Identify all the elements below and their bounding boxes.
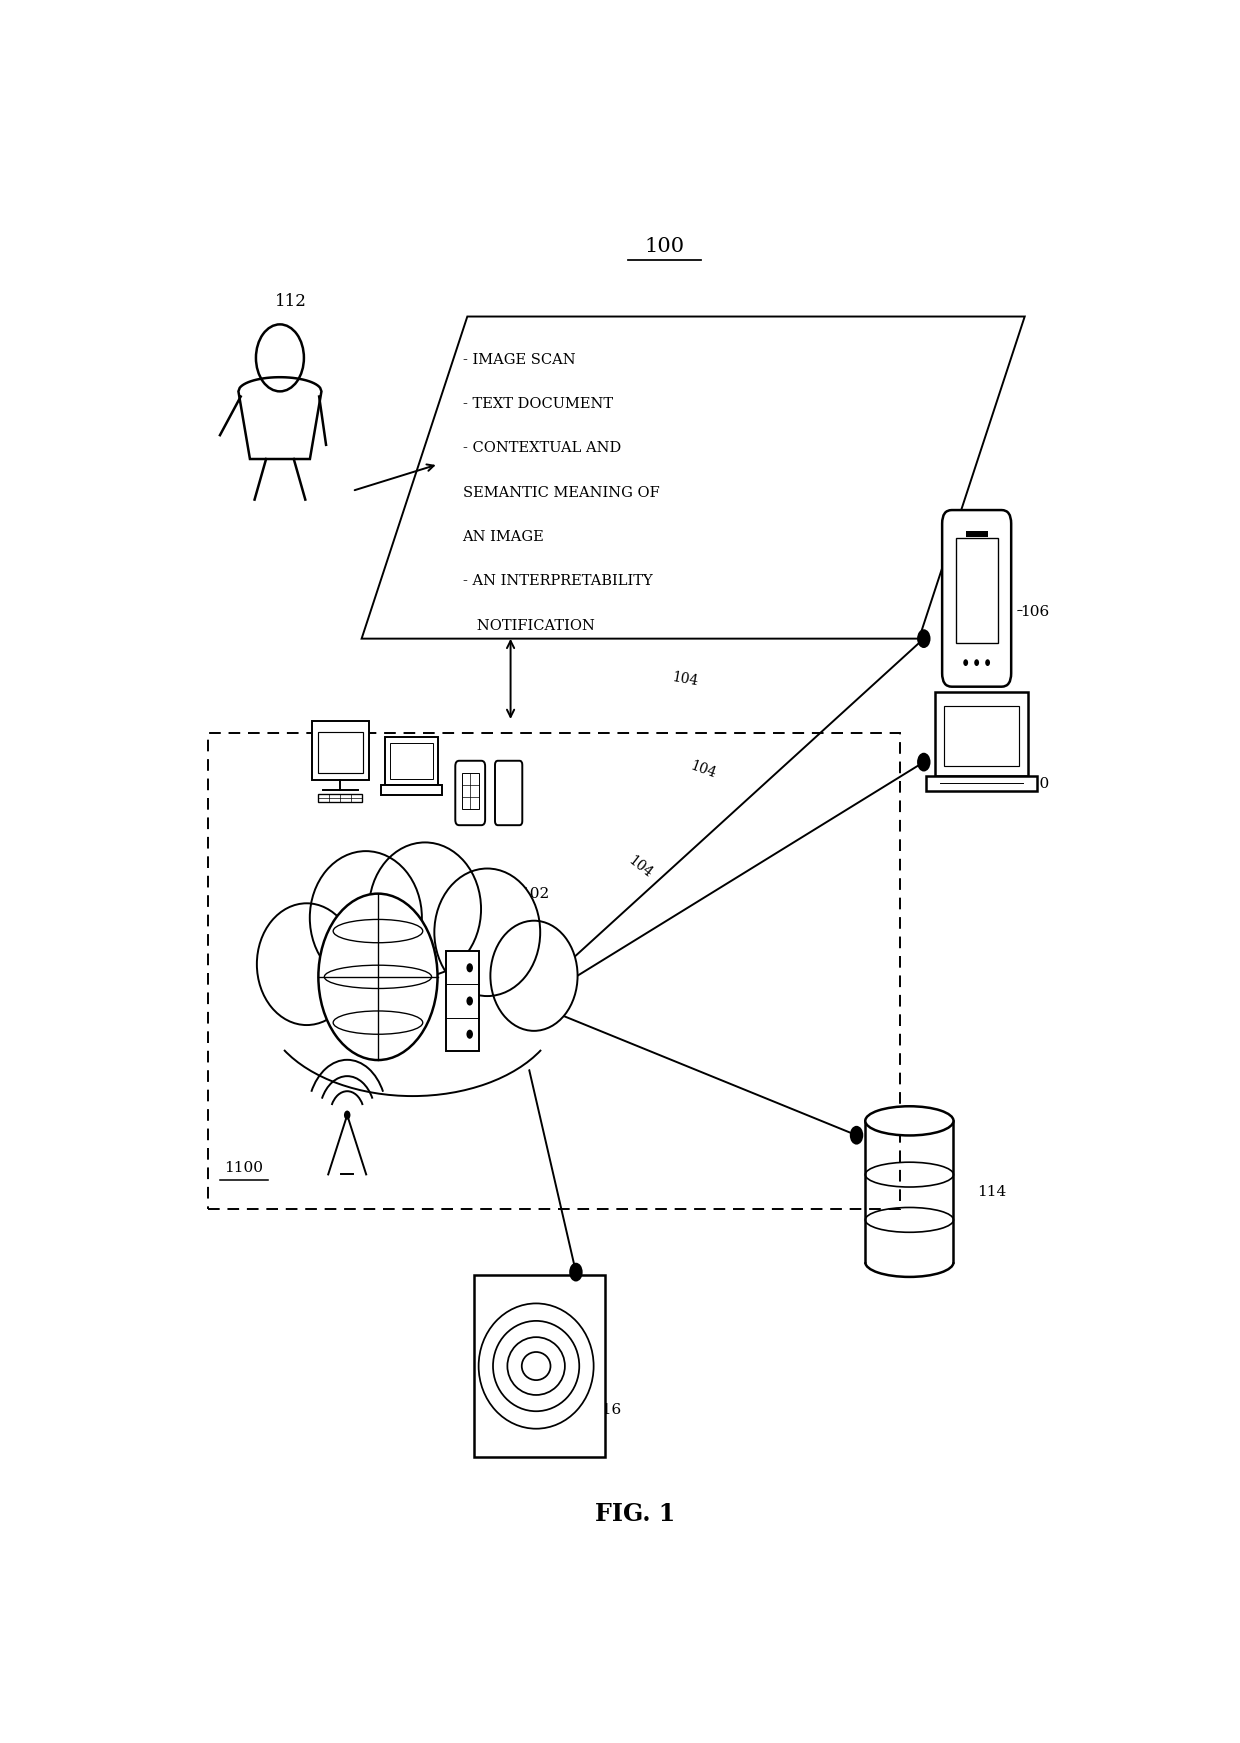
Text: 100: 100 [645, 237, 684, 256]
Circle shape [466, 997, 472, 1006]
Bar [935, 692, 1028, 776]
Ellipse shape [866, 1107, 954, 1135]
FancyBboxPatch shape [495, 760, 522, 824]
Circle shape [986, 659, 990, 666]
Circle shape [466, 1030, 472, 1039]
Circle shape [319, 894, 438, 1060]
Circle shape [975, 659, 980, 666]
Bar [386, 737, 438, 784]
Bar [944, 706, 1019, 765]
Bar [926, 776, 1037, 791]
Text: 106: 106 [1019, 605, 1049, 619]
Bar [319, 732, 363, 772]
Circle shape [343, 1110, 351, 1119]
Circle shape [918, 753, 930, 772]
Text: 104: 104 [511, 894, 537, 926]
Circle shape [963, 659, 968, 666]
Text: 1100: 1100 [224, 1161, 263, 1175]
Bar [389, 743, 433, 779]
Text: 102: 102 [521, 887, 549, 901]
Text: - IMAGE SCAN: - IMAGE SCAN [463, 352, 575, 366]
FancyBboxPatch shape [942, 511, 1011, 687]
Bar [381, 784, 443, 795]
Ellipse shape [490, 920, 578, 1030]
Bar [966, 532, 987, 537]
Text: NOTIFICATION: NOTIFICATION [463, 619, 594, 633]
Text: 114: 114 [977, 1185, 1006, 1199]
Bar [446, 950, 479, 1051]
Bar [312, 720, 370, 779]
Bar [461, 772, 479, 809]
Text: 110: 110 [1019, 777, 1049, 791]
Text: 104: 104 [626, 852, 656, 880]
Text: 104: 104 [671, 669, 699, 688]
Circle shape [918, 629, 930, 648]
Ellipse shape [257, 882, 568, 1100]
Bar [208, 732, 900, 1210]
Text: - AN INTERPRETABILITY: - AN INTERPRETABILITY [463, 573, 652, 587]
Polygon shape [238, 376, 321, 458]
Text: AN IMAGE: AN IMAGE [463, 530, 544, 544]
Ellipse shape [370, 842, 481, 976]
Ellipse shape [434, 868, 541, 995]
FancyBboxPatch shape [455, 760, 485, 824]
Circle shape [569, 1262, 583, 1281]
Text: 104: 104 [688, 758, 718, 781]
Text: FIG. 1: FIG. 1 [595, 1502, 676, 1525]
Text: SEMANTIC MEANING OF: SEMANTIC MEANING OF [463, 486, 660, 500]
Ellipse shape [257, 903, 357, 1025]
Circle shape [849, 1126, 863, 1145]
Ellipse shape [264, 976, 560, 1091]
Text: 112: 112 [275, 293, 308, 310]
Polygon shape [362, 317, 1024, 638]
Bar [474, 1274, 605, 1457]
Text: - TEXT DOCUMENT: - TEXT DOCUMENT [463, 397, 613, 411]
Text: - CONTEXTUAL AND: - CONTEXTUAL AND [463, 441, 621, 455]
Circle shape [466, 964, 472, 973]
Text: 116: 116 [593, 1403, 621, 1417]
Bar [319, 793, 362, 802]
Bar [956, 539, 997, 643]
Ellipse shape [310, 851, 422, 985]
